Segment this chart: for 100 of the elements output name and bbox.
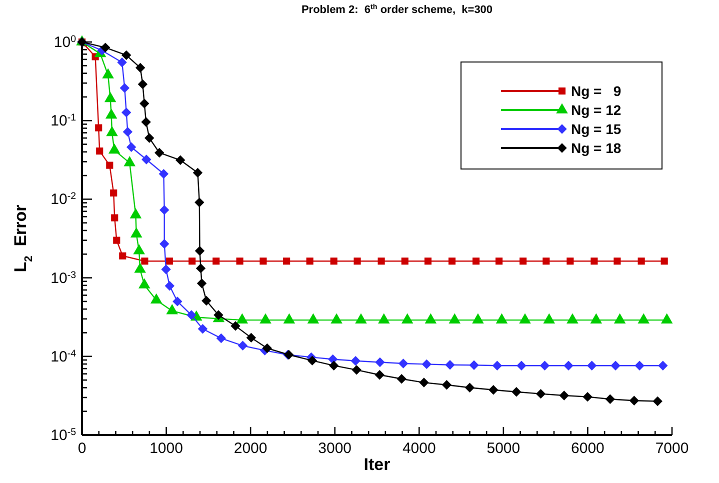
point	[374, 370, 384, 380]
x-axis-title: Iter	[364, 455, 391, 474]
point	[164, 280, 175, 291]
point	[194, 198, 204, 208]
point	[100, 42, 110, 52]
point	[122, 126, 133, 137]
point	[260, 258, 267, 265]
point	[140, 98, 150, 108]
x-tick-label: 0	[78, 440, 86, 457]
point	[96, 148, 104, 155]
point	[422, 359, 432, 370]
point	[419, 378, 429, 388]
point	[126, 142, 136, 152]
point	[516, 360, 526, 370]
legend-label: Ng = 9	[571, 83, 622, 99]
point	[330, 258, 338, 265]
point	[106, 162, 114, 169]
point	[488, 385, 498, 395]
point	[135, 62, 146, 73]
point	[307, 356, 318, 366]
point	[212, 258, 220, 265]
point	[142, 154, 152, 164]
point	[196, 278, 207, 288]
point	[652, 396, 662, 406]
point	[120, 83, 130, 93]
point	[605, 394, 615, 404]
point	[469, 360, 479, 370]
y-tick-label: 10$^{0}$	[54, 34, 77, 51]
point	[238, 340, 248, 351]
point	[445, 360, 455, 370]
point	[141, 258, 148, 265]
point	[378, 258, 385, 265]
point	[154, 148, 164, 158]
point	[110, 189, 118, 197]
point	[610, 360, 620, 370]
point	[658, 360, 668, 370]
x-tick-label: 5000	[486, 440, 520, 457]
point	[306, 258, 314, 265]
point	[559, 390, 569, 400]
point	[166, 258, 173, 265]
point	[464, 382, 475, 392]
point	[629, 396, 640, 406]
point	[540, 360, 550, 370]
legend-label: Ng = 18	[571, 140, 622, 156]
point	[536, 388, 546, 399]
point	[442, 380, 452, 390]
point	[161, 264, 171, 274]
point	[496, 258, 503, 265]
point	[230, 321, 240, 331]
point	[121, 50, 132, 60]
legend-label: Ng = 15	[571, 121, 622, 137]
point	[192, 168, 203, 178]
point	[159, 205, 170, 215]
point	[186, 310, 196, 320]
point	[144, 133, 154, 143]
point	[214, 310, 224, 320]
point	[398, 358, 408, 368]
x-tick-label: 2000	[234, 440, 268, 457]
point	[520, 258, 527, 265]
x-tick-label: 4000	[402, 440, 436, 457]
y-tick-label: 10$^{-2}$	[50, 190, 76, 208]
point	[246, 332, 256, 343]
point	[354, 258, 361, 265]
point	[512, 386, 522, 397]
point	[95, 124, 102, 132]
point	[396, 374, 406, 384]
point	[119, 252, 126, 260]
point	[176, 155, 186, 165]
point	[472, 258, 480, 265]
point	[352, 365, 362, 375]
point	[590, 258, 598, 265]
point	[194, 246, 205, 256]
x-tick-label: 7000	[655, 440, 689, 457]
point	[138, 79, 148, 90]
chart-title: Problem 2: 6$^{th}$ order scheme, k=300	[301, 3, 493, 16]
legend-label: Ng = 12	[571, 102, 622, 118]
y-tick-label: 10$^{-5}$	[50, 426, 77, 444]
point	[202, 296, 212, 306]
point	[172, 296, 182, 306]
y-tick-label: 10$^{-3}$	[50, 269, 76, 287]
point	[111, 214, 118, 222]
y-tick-label: 10$^{-4}$	[50, 348, 77, 366]
point	[113, 236, 120, 244]
point	[236, 258, 244, 265]
point	[283, 258, 290, 265]
point	[198, 324, 208, 334]
x-tick-label: 6000	[571, 440, 604, 457]
point	[158, 169, 169, 179]
point	[117, 58, 127, 68]
point	[492, 360, 502, 370]
point	[542, 258, 550, 265]
point	[196, 263, 206, 274]
point	[262, 343, 272, 354]
point	[660, 258, 668, 265]
point	[564, 360, 574, 370]
point	[121, 108, 132, 118]
point	[634, 360, 644, 370]
point	[328, 360, 339, 370]
x-tick-label: 1000	[150, 440, 183, 457]
point	[375, 357, 385, 368]
